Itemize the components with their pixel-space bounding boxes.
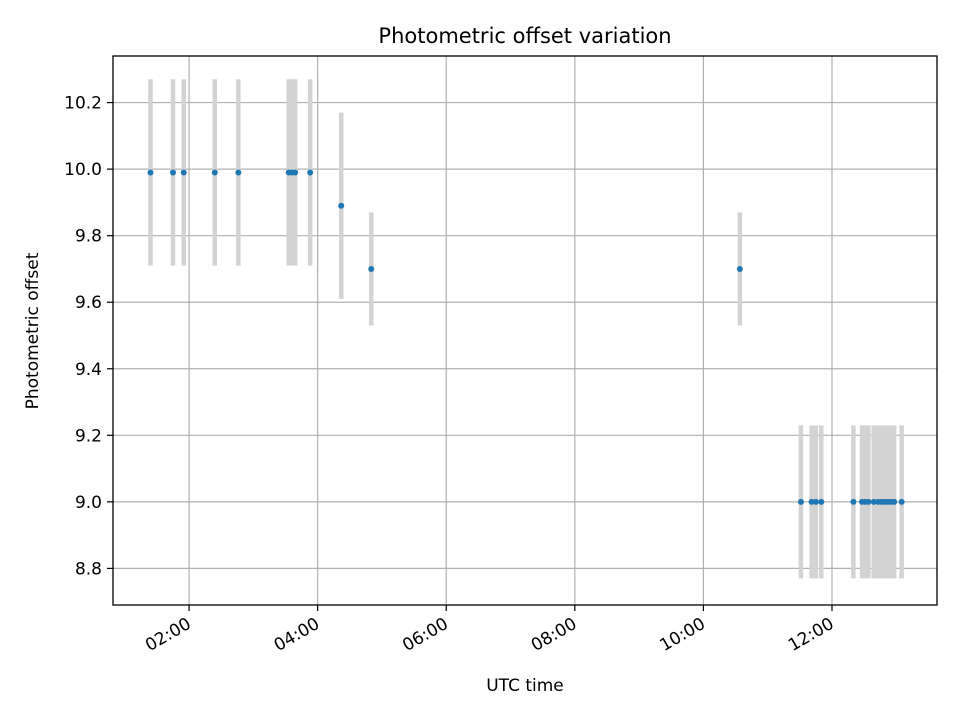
y-axis-ticks: 8.8 9.0 9.2 9.4 9.6 9.8 10.0 10.2 <box>64 94 113 579</box>
data-point <box>292 169 299 176</box>
data-point <box>170 169 177 176</box>
data-point <box>812 498 819 505</box>
y-tick-label: 9.6 <box>75 293 102 313</box>
data-point <box>850 498 857 505</box>
data-point <box>736 265 743 272</box>
y-tick-label: 10.2 <box>64 94 102 114</box>
data-point <box>808 498 815 505</box>
data-point <box>338 202 345 209</box>
y-tick-label: 9.4 <box>75 360 102 380</box>
data-points <box>147 169 905 505</box>
x-axis-label: UTC time <box>486 676 564 696</box>
y-tick-label: 9.0 <box>75 493 102 513</box>
data-point <box>180 169 187 176</box>
y-axis-label: Photometric offset <box>23 252 43 409</box>
data-point <box>307 169 314 176</box>
data-point <box>891 498 898 505</box>
data-point <box>870 498 877 505</box>
plot-frame <box>112 55 938 606</box>
data-point <box>235 169 242 176</box>
data-point <box>865 498 872 505</box>
data-point <box>147 169 154 176</box>
data-point <box>818 498 825 505</box>
chart-title: Photometric offset variation <box>378 24 671 48</box>
data-point <box>898 498 905 505</box>
data-point <box>211 169 218 176</box>
y-tick-label: 8.8 <box>75 559 102 579</box>
data-point <box>797 498 804 505</box>
grid <box>113 56 937 605</box>
y-tick-label: 9.8 <box>75 227 102 247</box>
y-tick-label: 10.0 <box>64 160 102 180</box>
data-point <box>368 265 375 272</box>
y-tick-label: 9.2 <box>75 426 102 446</box>
